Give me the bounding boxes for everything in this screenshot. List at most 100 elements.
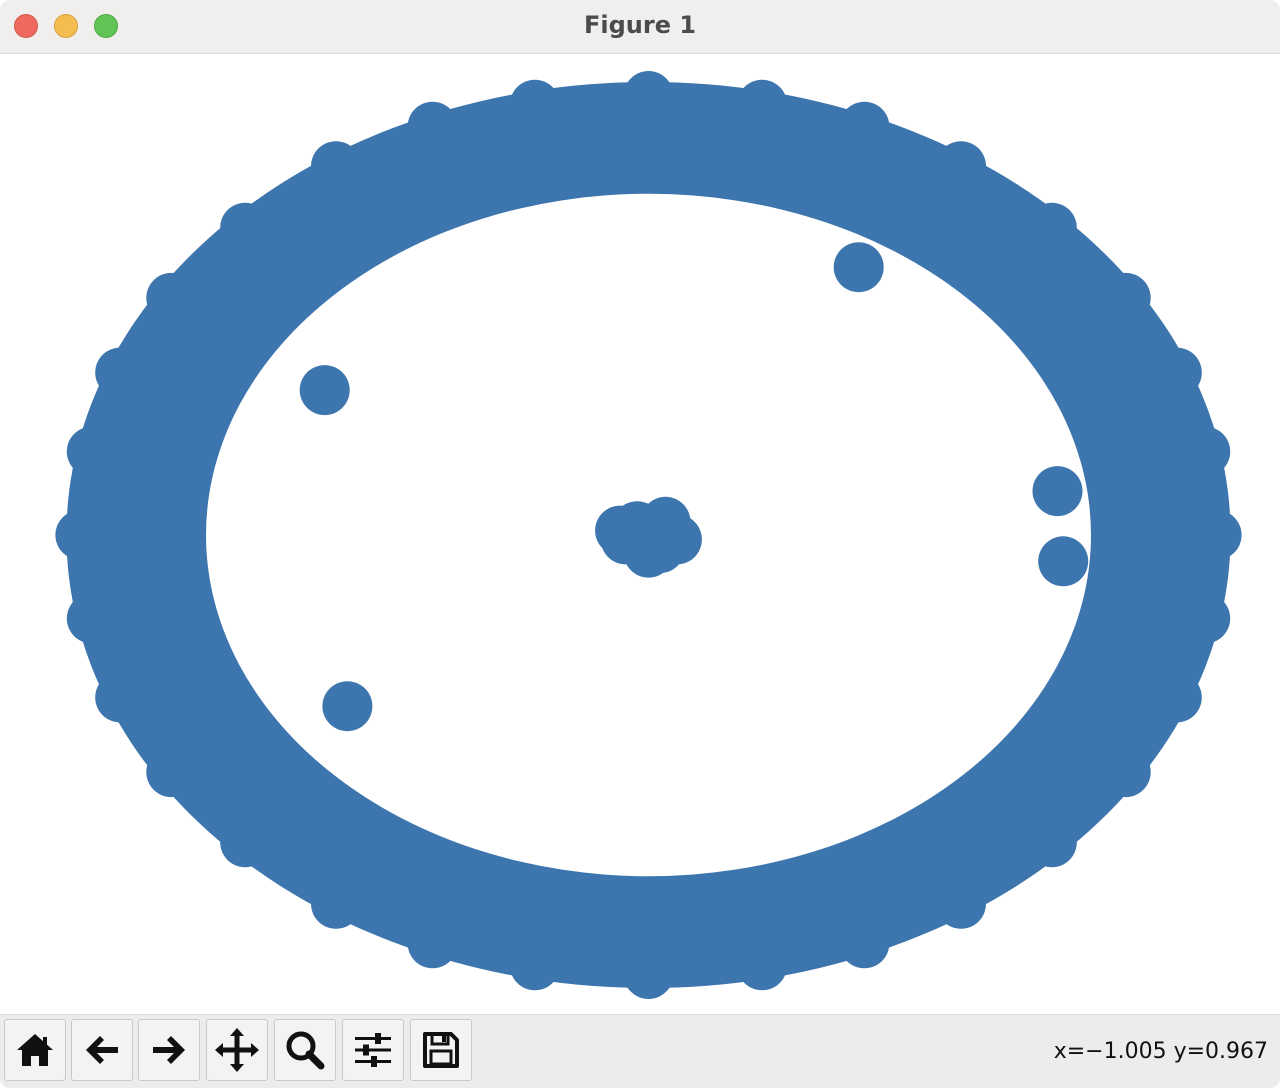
scatter-point — [95, 347, 146, 398]
scatter-point — [55, 510, 106, 560]
forward-button[interactable] — [138, 1019, 200, 1081]
scatter-point — [1072, 369, 1123, 420]
scatter-point — [634, 523, 685, 574]
scatter-point — [220, 202, 271, 253]
scatter-point — [1123, 387, 1174, 438]
scatter-point — [1066, 707, 1117, 758]
scatter-point — [509, 79, 560, 130]
scatter-point — [66, 426, 117, 477]
scatter-point — [220, 712, 271, 762]
minimize-window-button[interactable] — [54, 14, 78, 38]
home-icon — [17, 1034, 53, 1066]
scatter-point — [526, 874, 577, 925]
scatter-point — [1026, 308, 1077, 358]
scatter-point — [737, 940, 788, 991]
zoom-button[interactable] — [274, 1019, 336, 1081]
scatter-point — [890, 171, 941, 222]
scatter-point — [441, 163, 492, 214]
scatter-point — [566, 918, 617, 969]
home-button[interactable] — [4, 1019, 66, 1081]
close-window-button[interactable] — [14, 14, 38, 38]
scatter-point — [1095, 584, 1145, 635]
scatter-point — [140, 510, 191, 560]
sliders-icon — [355, 1033, 391, 1067]
scatter-point — [180, 312, 231, 363]
scatter-point — [356, 848, 407, 899]
scatter-point — [1106, 510, 1157, 560]
scatter-point — [680, 101, 731, 152]
scatter-point — [146, 747, 197, 798]
scatter-point — [936, 878, 986, 929]
scatter-point — [623, 883, 674, 934]
scatter-point — [981, 782, 1032, 833]
scatter-point — [936, 141, 986, 192]
scatter-point — [1180, 593, 1231, 644]
scatter-point — [1100, 272, 1151, 323]
save-button[interactable] — [410, 1019, 472, 1081]
scatter-point — [1100, 747, 1151, 798]
scatter-point — [833, 242, 884, 293]
scatter-point — [66, 593, 117, 644]
scatter-point — [1146, 466, 1197, 517]
scatter-point — [265, 237, 316, 288]
scatter-point — [407, 101, 458, 152]
scatter-point — [720, 145, 771, 196]
scatter-point — [890, 848, 941, 899]
scatter-point — [265, 782, 316, 833]
plot-canvas[interactable] — [0, 54, 1280, 1014]
scatter-point — [152, 584, 202, 635]
scatter-point — [180, 707, 231, 758]
window-title: Figure 1 — [583, 11, 697, 39]
scatter-point — [100, 466, 151, 517]
scatter-point — [1032, 466, 1083, 517]
scatter-point — [595, 505, 646, 556]
scatter-point — [1095, 435, 1145, 486]
arrow-right-icon — [153, 1036, 185, 1064]
back-button[interactable] — [71, 1019, 133, 1081]
scatter-point — [509, 940, 560, 991]
scatter-point — [441, 856, 492, 907]
scatter-point — [1151, 672, 1202, 723]
scatter-point — [1026, 712, 1077, 762]
move-icon — [215, 1028, 259, 1072]
scatter-point — [1151, 347, 1202, 398]
scatter-point — [981, 237, 1032, 288]
scatter-point — [1191, 510, 1242, 560]
scatter-point — [737, 79, 788, 130]
scatter-point — [788, 896, 839, 947]
scatter-point — [566, 101, 617, 152]
scatter-point — [174, 369, 225, 420]
pan-button[interactable] — [206, 1019, 268, 1081]
floppy-disk-icon — [423, 1032, 459, 1068]
arrow-left-icon — [86, 1036, 118, 1064]
scatter-point — [1180, 426, 1231, 477]
scatter-point — [1026, 817, 1077, 868]
scatter-point — [407, 918, 458, 969]
cursor-coordinates: x=−1.005 y=0.967 — [1053, 1039, 1268, 1064]
scatter-point — [805, 163, 856, 214]
title-bar[interactable]: Figure 1 — [0, 0, 1280, 54]
scatter-point — [123, 387, 174, 438]
scatter-point — [220, 817, 271, 868]
scatter-point — [458, 123, 509, 174]
scatter-point — [322, 681, 373, 732]
scatter-point — [1146, 553, 1197, 604]
scatter-point — [311, 141, 361, 192]
scatter-point — [220, 308, 271, 358]
scatter-point — [1123, 632, 1174, 683]
scatter-point — [146, 272, 197, 323]
magnifier-icon — [286, 1031, 325, 1070]
scatter-point — [1038, 536, 1089, 587]
scatter-point — [299, 365, 350, 416]
scatter-point — [805, 856, 856, 907]
scatter-point — [100, 553, 151, 604]
scatter-point — [1072, 650, 1123, 701]
scatter-point — [311, 878, 361, 929]
scatter-point — [623, 949, 674, 999]
scatter-point — [152, 435, 202, 486]
configure-subplots-button[interactable] — [342, 1019, 404, 1081]
scatter-point — [623, 71, 674, 121]
scatter-point — [1066, 312, 1117, 363]
zoom-window-button[interactable] — [94, 14, 118, 38]
